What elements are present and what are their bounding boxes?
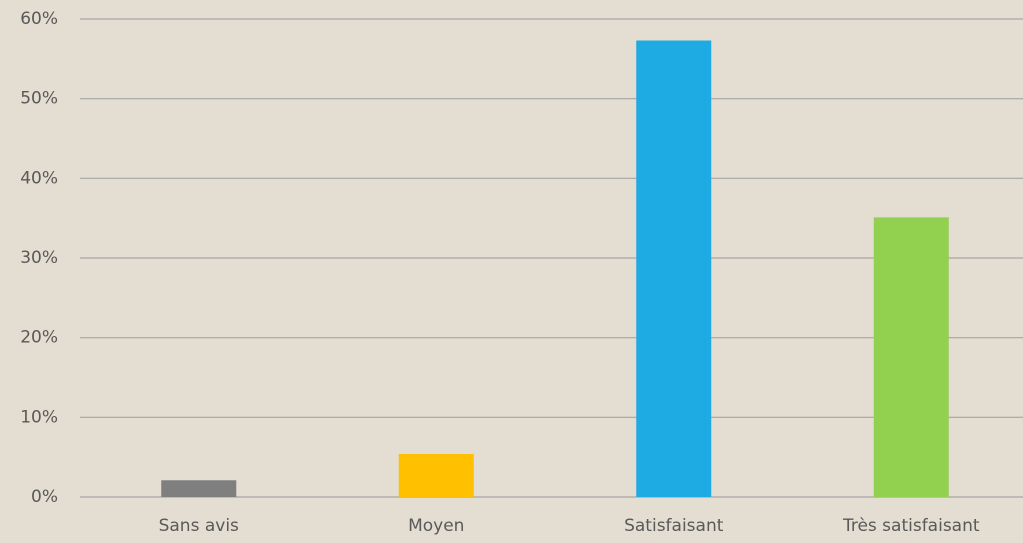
bar	[636, 40, 712, 497]
y-tick-label: 60%	[20, 9, 58, 29]
y-tick-label: 10%	[20, 407, 58, 427]
y-tick-label: 30%	[20, 248, 58, 268]
x-tick-label: Sans avis	[159, 516, 239, 536]
y-tick-label: 20%	[20, 328, 58, 348]
bar	[398, 453, 474, 497]
y-tick-label: 0%	[31, 487, 58, 507]
x-tick-label: Moyen	[408, 516, 464, 536]
bar	[161, 480, 237, 497]
x-tick-label: Très satisfaisant	[842, 516, 980, 536]
y-tick-label: 50%	[20, 89, 58, 109]
x-tick-label: Satisfaisant	[624, 516, 724, 536]
bar	[873, 217, 949, 497]
y-tick-label: 40%	[20, 168, 58, 188]
